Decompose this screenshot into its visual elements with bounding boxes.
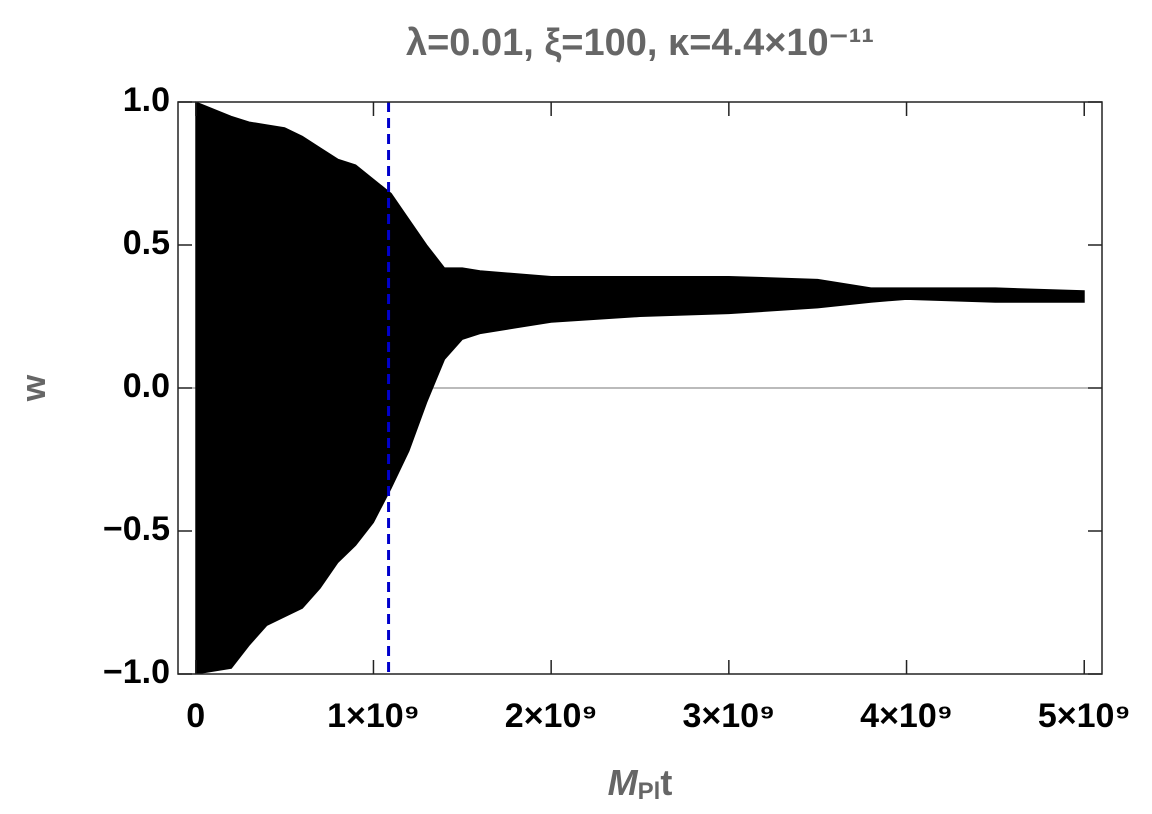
x-label-after: t (660, 762, 672, 803)
x-tick-label: 2×10⁹ (505, 697, 598, 735)
x-tick-label: 1×10⁹ (327, 697, 420, 735)
y-tick-label: −0.5 (103, 510, 170, 548)
x-axis-label: MPlt (608, 762, 673, 806)
y-tick-label: 1.0 (123, 81, 170, 119)
y-tick-label: −1.0 (103, 653, 170, 691)
x-tick-label: 3×10⁹ (682, 697, 775, 735)
x-tick-label: 0 (186, 697, 205, 735)
x-label-sub: Pl (638, 778, 661, 805)
x-tick-label: 4×10⁹ (860, 697, 953, 735)
x-label-main: M (608, 762, 639, 803)
y-tick-label: 0.0 (123, 367, 170, 405)
x-tick-label: 5×10⁹ (1038, 697, 1131, 735)
chart-title: λ=0.01, ξ=100, κ=4.4×10⁻¹¹ (406, 22, 874, 64)
y-axis-label: w (15, 374, 53, 402)
y-tick-label: 0.5 (123, 224, 170, 262)
band-area (195, 101, 1085, 675)
